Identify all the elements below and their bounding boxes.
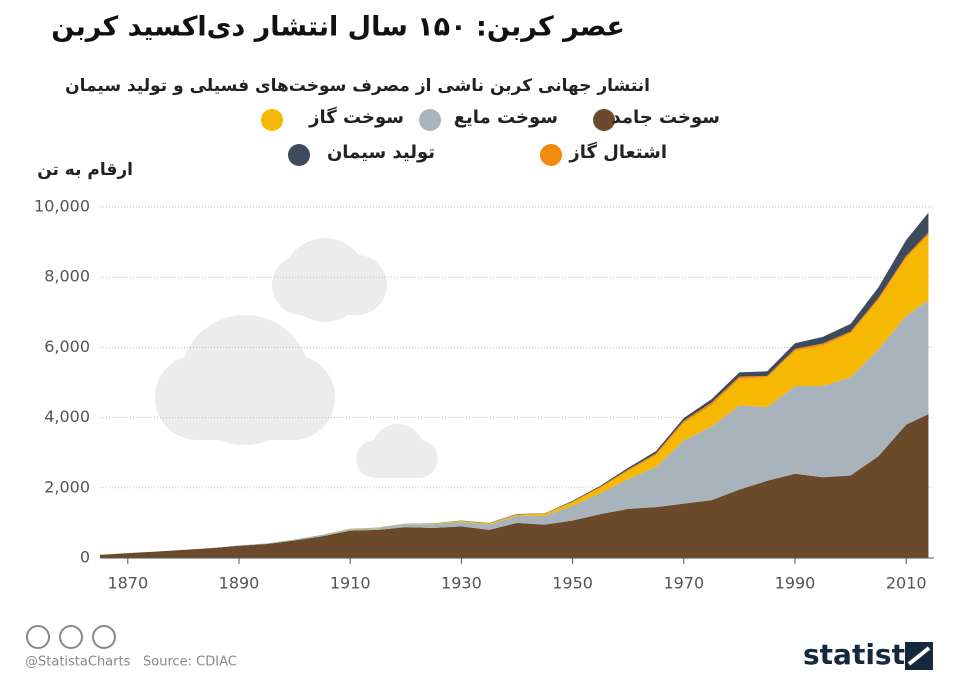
x-tick-label: 1970 xyxy=(663,574,704,593)
legend-label: سوخت جامد xyxy=(611,107,720,128)
area xyxy=(100,235,929,555)
footer-handle: @StatistaCharts xyxy=(25,655,131,670)
x-tick-label: 1950 xyxy=(552,574,593,593)
x-tick-label: 1930 xyxy=(441,574,482,593)
area xyxy=(100,300,929,555)
footer: @StatistaCharts Source: CDIAC statista xyxy=(25,625,933,671)
legend-marker xyxy=(593,109,615,131)
legend-marker xyxy=(261,109,283,131)
legend-label: سوخت مایع xyxy=(454,107,558,128)
x-tick-label: 1990 xyxy=(775,574,816,593)
y-tick-label: 10,000 xyxy=(34,197,90,216)
x-tick-label: 1890 xyxy=(219,574,260,593)
area xyxy=(100,414,929,558)
chart-title: عصر کربن: ۱۵۰ سال انتشار دی‌اکسید کربن xyxy=(51,12,625,43)
x-tick-label: 1870 xyxy=(107,574,148,593)
footer-source: Source: CDIAC xyxy=(143,655,237,670)
y-tick-label: 6,000 xyxy=(44,337,90,356)
y-tick-label: 4,000 xyxy=(44,407,90,426)
clouds xyxy=(155,238,438,478)
y-tick-label: 0 xyxy=(80,548,90,567)
brand: statista xyxy=(803,638,924,671)
legend-label: اشتعال گاز xyxy=(568,141,667,163)
y-axis-label: ارقام به تن xyxy=(37,160,133,180)
legend-marker xyxy=(288,144,310,166)
y-tick-label: 2,000 xyxy=(44,477,90,496)
legend-marker xyxy=(540,144,562,166)
x-tick-label: 2010 xyxy=(886,574,927,593)
legend-label: سوخت گاز xyxy=(308,106,404,128)
legend-marker xyxy=(419,109,441,131)
chart-subtitle: انتشار جهانی کربن ناشی از مصرف سوخت‌های … xyxy=(65,76,650,96)
y-tick-label: 8,000 xyxy=(44,267,90,286)
x-tick-label: 1910 xyxy=(330,574,371,593)
legend-label: تولید سیمان xyxy=(327,142,435,163)
